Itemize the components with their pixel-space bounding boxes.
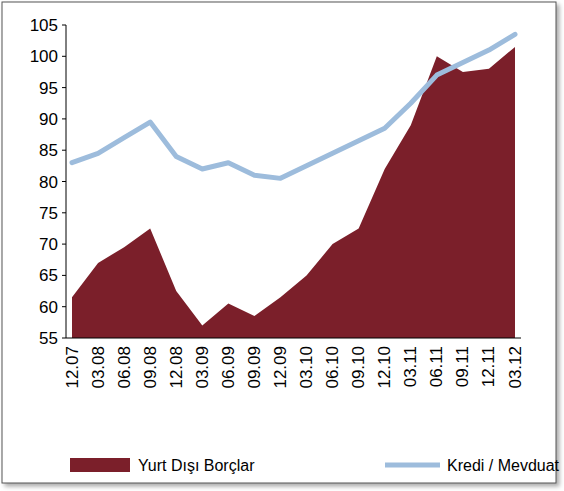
tick-mark	[62, 244, 66, 245]
tick-label: 90	[39, 110, 58, 129]
tick-mark	[62, 275, 66, 276]
tick-label: 85	[39, 141, 58, 160]
category-label: 09.09	[245, 346, 264, 389]
legend-swatch	[385, 463, 440, 468]
category-label: 06.09	[219, 346, 238, 389]
tick-mark	[62, 56, 66, 57]
category-label: 09.11	[453, 346, 472, 387]
legend-swatch	[70, 458, 130, 472]
category-label: 09.08	[141, 346, 160, 389]
tick-mark	[62, 181, 66, 182]
tick-label: 80	[39, 173, 58, 192]
tick-label: 75	[39, 204, 58, 223]
tick-label: 65	[39, 266, 58, 285]
category-label: 06.08	[115, 346, 134, 389]
category-label: 03.11	[401, 346, 420, 387]
category-label: 03.12	[506, 346, 525, 389]
tick-label: 60	[39, 298, 58, 317]
tick-label: 55	[39, 329, 58, 348]
tick-label: 95	[39, 79, 58, 98]
category-label: 09.10	[349, 346, 368, 389]
category-label: 03.08	[89, 346, 108, 389]
marks	[72, 34, 515, 338]
tick-mark	[62, 338, 66, 339]
category-label: 12.11	[479, 346, 498, 387]
category-label: 12.07	[63, 346, 82, 389]
category-label: 12.10	[375, 346, 394, 389]
line	[72, 34, 515, 178]
tick-label: 105	[30, 16, 58, 35]
tick-mark	[62, 212, 66, 213]
tick-label: 100	[30, 47, 58, 66]
tick-mark	[62, 150, 66, 151]
category-label: 06.10	[323, 346, 342, 389]
frame	[2, 2, 556, 483]
category-label: 03.09	[193, 346, 212, 389]
category-label: 12.08	[167, 346, 186, 389]
x-axis	[66, 338, 521, 339]
chart: 55 60 65 70 75 80 85 90 95 100 105 12.07 03.08 06.08 0…	[0, 0, 564, 491]
tick-mark	[62, 25, 66, 26]
category-label: 12.09	[271, 346, 290, 389]
tick-mark	[62, 87, 66, 88]
tick-label: 70	[39, 235, 58, 254]
legend-label: Yurt Dışı Borçlar	[138, 457, 255, 474]
tick-mark	[62, 306, 66, 307]
category-label: 03.10	[297, 346, 316, 389]
tick-mark	[62, 118, 66, 119]
category-label: 06.11	[427, 346, 446, 387]
area	[72, 47, 515, 338]
legend-label: Kredi / Mevduat	[447, 457, 560, 474]
